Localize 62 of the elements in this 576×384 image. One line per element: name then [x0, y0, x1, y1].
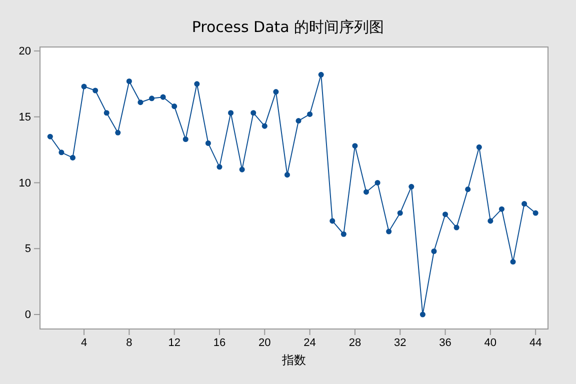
y-tick-label: 10: [18, 177, 31, 190]
point: [194, 81, 200, 87]
point: [431, 248, 437, 254]
x-tick-label: 24: [304, 336, 316, 349]
x-tick-label: 44: [529, 336, 542, 349]
point: [148, 96, 155, 102]
x-tick-label: 12: [168, 336, 180, 349]
point: [522, 201, 528, 207]
point: [47, 134, 53, 140]
point: [160, 94, 166, 100]
y-tick-label: 0: [24, 309, 31, 322]
point: [239, 166, 245, 172]
point: [397, 210, 403, 216]
point: [250, 110, 256, 116]
point: [92, 88, 98, 94]
point: [104, 110, 110, 116]
point: [408, 184, 414, 190]
x-tick-label: 4: [80, 336, 88, 349]
point: [386, 228, 392, 234]
x-tick-label: 8: [126, 336, 132, 349]
point: [352, 143, 358, 149]
point: [374, 180, 380, 186]
point: [115, 130, 121, 136]
x-axis-title: 指数: [281, 353, 306, 367]
point: [363, 189, 370, 195]
y-tick-label: 20: [18, 45, 31, 58]
point: [307, 111, 313, 117]
point: [216, 164, 222, 170]
y-tick-label: 15: [18, 111, 31, 124]
x-tick-label: 16: [213, 336, 226, 349]
point: [172, 104, 178, 110]
point: [532, 210, 538, 216]
point: [228, 110, 234, 116]
point: [138, 100, 144, 106]
x-tick-label: 36: [439, 336, 452, 349]
x-tick-label: 40: [484, 336, 497, 349]
point: [454, 224, 460, 230]
point: [420, 312, 426, 318]
chart-title: Process Data 的时间序列图: [192, 18, 384, 36]
y-tick-label: 5: [24, 243, 31, 256]
x-tick-label: 20: [258, 336, 271, 349]
point: [58, 150, 64, 156]
point: [182, 136, 188, 142]
x-tick-label: 28: [348, 336, 362, 349]
point: [81, 84, 87, 90]
point: [442, 212, 448, 218]
point: [70, 154, 76, 160]
point: [273, 89, 279, 95]
point: [284, 172, 290, 178]
point: [296, 118, 302, 124]
point: [510, 259, 516, 265]
point: [205, 140, 211, 146]
point: [126, 78, 132, 84]
point: [262, 123, 268, 129]
point: [340, 231, 346, 237]
point: [476, 144, 482, 150]
point: [498, 206, 504, 212]
point: [488, 218, 494, 224]
point: [465, 186, 471, 192]
point: [318, 72, 324, 78]
x-tick-label: 32: [394, 336, 406, 349]
point: [330, 218, 336, 224]
